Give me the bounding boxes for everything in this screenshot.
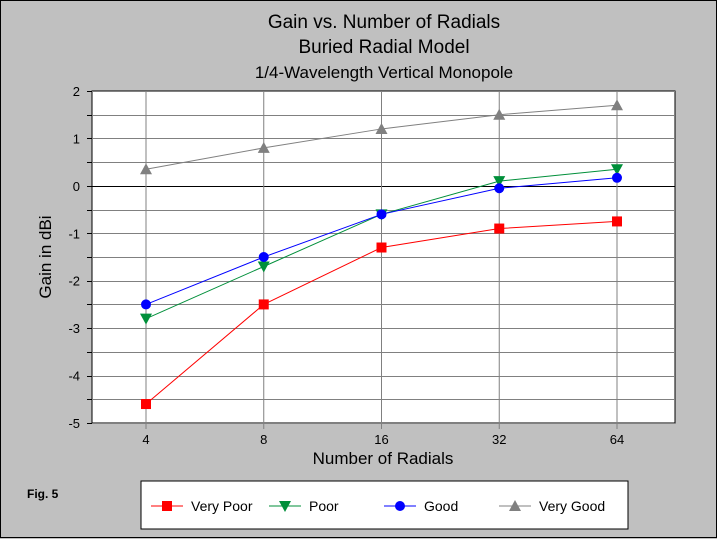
data-point [141,399,151,410]
y-tick-label: -3 [68,321,80,336]
y-tick-label: -5 [68,416,80,431]
data-point [258,252,269,262]
x-tick-label: 64 [610,432,624,447]
legend-marker [395,501,405,511]
data-point [375,122,388,134]
chart-subtitle: Buried Radial Model [298,37,469,58]
x-tick-label: 4 [142,432,149,447]
legend-label: Good [424,498,458,514]
chart-title: Gain vs. Number of Radials [268,12,500,33]
y-tick-label: -2 [68,274,80,289]
y-tick-label: 0 [73,179,80,194]
data-point [258,299,269,310]
legend-label: Very Poor [191,498,253,514]
x-tick-label: 8 [260,432,267,447]
data-point [612,172,622,183]
y-tick-label: -4 [68,369,80,384]
legend-label: Very Good [539,498,605,514]
data-point [612,216,622,227]
data-point [257,261,270,273]
data-point [376,209,387,220]
x-tick-label: 32 [492,432,506,447]
y-tick-label: 1 [73,131,80,146]
data-point [141,299,151,310]
data-point [376,242,387,253]
x-tick-label: 16 [374,432,388,447]
legend-label: Poor [309,498,339,514]
data-point [140,313,152,325]
legend-marker [509,500,521,511]
data-point [140,163,152,175]
data-point [494,183,505,194]
legend-marker [162,501,172,511]
data-point [493,108,506,120]
legend-box [140,480,629,530]
y-tick-label: -1 [68,226,80,241]
data-point [257,141,270,153]
y-tick-label: 2 [73,84,80,99]
data-point [611,164,623,176]
legend-marker [279,501,291,512]
data-point [494,223,505,234]
y-axis-label: Gain in dBi [36,215,55,298]
data-point [611,99,623,111]
figure-label: Fig. 5 [27,487,59,501]
data-point [493,176,506,188]
x-axis-label: Number of Radials [313,449,454,468]
chart-subtitle-2: 1/4-Wavelength Vertical Monopole [255,63,513,82]
